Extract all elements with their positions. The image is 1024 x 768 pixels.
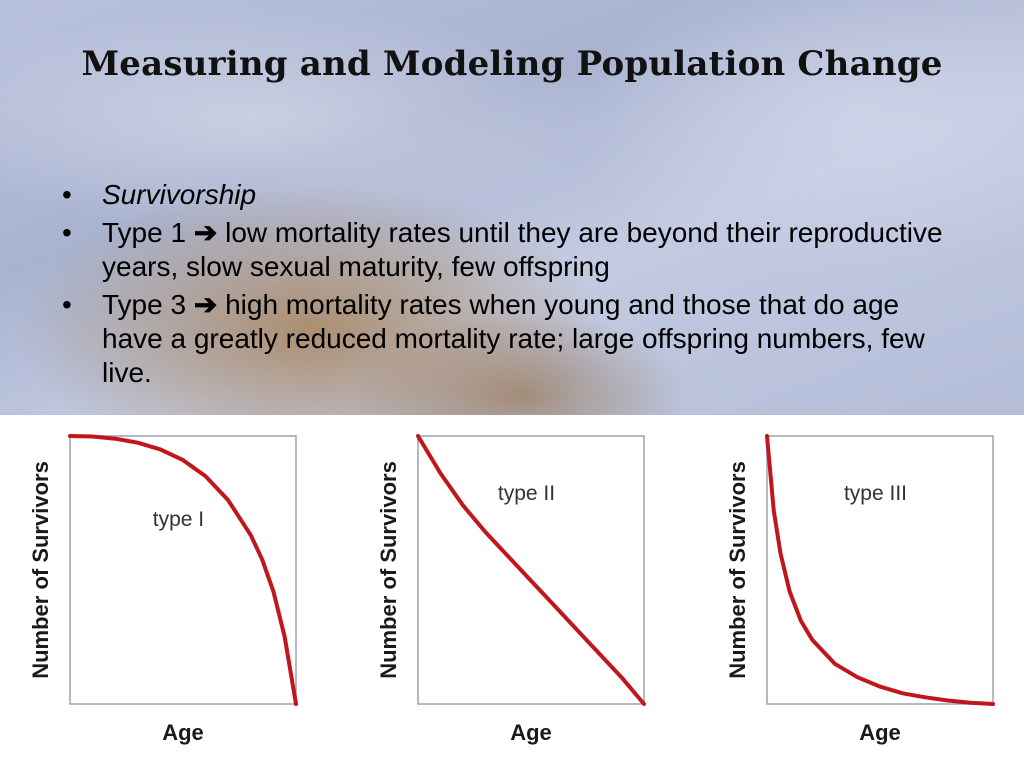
curve-type-label: type I xyxy=(153,508,204,531)
bullet-text: Survivorship xyxy=(102,179,257,210)
bullet-item: • Type 3 ➔ high mortality rates when you… xyxy=(60,288,960,390)
bullet-item: • Survivorship xyxy=(60,178,960,212)
bullet-text: high mortality rates when young and thos… xyxy=(102,289,925,388)
bullet-prefix: Type 3 xyxy=(102,289,187,320)
bullet-glyph: • xyxy=(62,179,72,210)
x-axis-label: Age xyxy=(510,720,552,745)
curve-type-label: type III xyxy=(844,482,907,505)
survivorship-chart-type-1: type I Age Number of Survivors xyxy=(20,422,360,762)
chart-svg: type II Age Number of Survivors xyxy=(376,434,646,745)
survivorship-curve xyxy=(416,434,646,706)
plot-frame xyxy=(766,435,994,705)
chart-svg: type I Age Number of Survivors xyxy=(28,434,298,745)
y-axis-label: Number of Survivors xyxy=(28,461,53,679)
survivorship-curve xyxy=(765,434,995,706)
bullet-glyph: • xyxy=(62,217,72,248)
bullet-text: low mortality rates until they are beyon… xyxy=(102,217,943,282)
survivorship-curve xyxy=(68,434,298,706)
x-axis-label: Age xyxy=(162,720,204,745)
slide-background-photo xyxy=(0,0,1024,415)
slide-title: Measuring and Modeling Population Change xyxy=(81,44,943,84)
survivorship-chart-type-2: type II Age Number of Survivors xyxy=(368,422,708,762)
plot-frame xyxy=(69,435,297,705)
bullet-item: • Type 1 ➔ low mortality rates until the… xyxy=(60,216,960,284)
y-axis-label: Number of Survivors xyxy=(725,461,750,679)
chart-svg: type III Age Number of Survivors xyxy=(725,434,995,745)
x-axis-label: Age xyxy=(859,720,901,745)
bullet-list: • Survivorship • Type 1 ➔ low mortality … xyxy=(60,178,960,394)
survivorship-chart-type-3: type III Age Number of Survivors xyxy=(717,422,1024,762)
arrow-icon: ➔ xyxy=(193,289,218,320)
bullet-prefix: Type 1 xyxy=(102,217,187,248)
arrow-icon: ➔ xyxy=(193,217,218,248)
curve-type-label: type II xyxy=(498,482,555,505)
y-axis-label: Number of Survivors xyxy=(376,461,401,679)
bullet-glyph: • xyxy=(62,289,72,320)
